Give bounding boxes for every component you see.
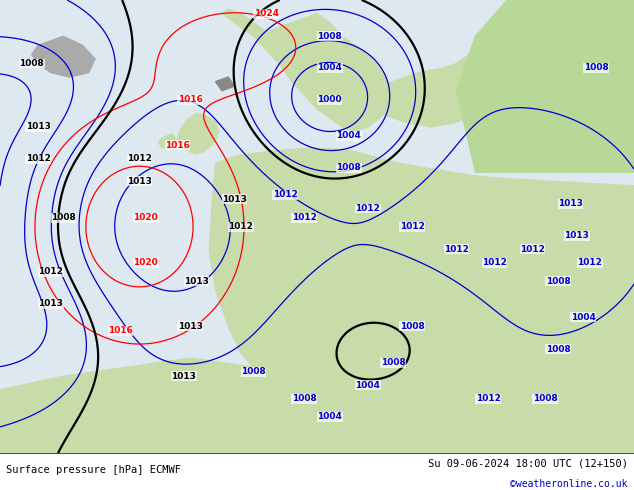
Text: ©weatheronline.co.uk: ©weatheronline.co.uk <box>510 480 628 490</box>
Text: 1008: 1008 <box>19 59 44 68</box>
Text: 1008: 1008 <box>336 163 361 172</box>
Polygon shape <box>222 9 393 131</box>
Text: 1012: 1012 <box>127 154 152 163</box>
Polygon shape <box>158 134 176 148</box>
Text: 1012: 1012 <box>228 222 254 231</box>
Text: 1008: 1008 <box>545 276 571 286</box>
Text: 1012: 1012 <box>399 222 425 231</box>
Text: 1012: 1012 <box>520 245 545 254</box>
Text: 1004: 1004 <box>355 381 380 390</box>
Text: 1008: 1008 <box>545 344 571 353</box>
Text: 1004: 1004 <box>317 413 342 421</box>
Text: 1012: 1012 <box>292 213 317 222</box>
Text: 1008: 1008 <box>583 64 609 73</box>
Polygon shape <box>216 77 235 91</box>
Text: 1004: 1004 <box>336 131 361 141</box>
Text: 1013: 1013 <box>171 372 197 381</box>
Text: 1020: 1020 <box>133 258 158 268</box>
Text: 1008: 1008 <box>317 32 342 41</box>
Text: 1013: 1013 <box>184 276 209 286</box>
Polygon shape <box>368 23 507 127</box>
Text: 1008: 1008 <box>533 394 558 403</box>
Text: 1008: 1008 <box>51 213 76 222</box>
Text: 1013: 1013 <box>222 195 247 204</box>
Polygon shape <box>178 113 219 154</box>
Polygon shape <box>32 36 95 77</box>
Text: 1012: 1012 <box>38 268 63 276</box>
Text: Surface pressure [hPa] ECMWF: Surface pressure [hPa] ECMWF <box>6 465 181 475</box>
Polygon shape <box>209 148 634 453</box>
Text: 1013: 1013 <box>127 177 152 186</box>
Text: 1020: 1020 <box>133 213 158 222</box>
Text: 1012: 1012 <box>355 204 380 213</box>
Polygon shape <box>0 358 634 453</box>
Text: 1004: 1004 <box>317 64 342 73</box>
Text: 1008: 1008 <box>380 358 406 367</box>
Text: 1013: 1013 <box>178 322 203 331</box>
Text: 1012: 1012 <box>273 191 298 199</box>
Text: 1012: 1012 <box>476 394 501 403</box>
Text: 1013: 1013 <box>558 199 583 208</box>
Text: 1008: 1008 <box>292 394 317 403</box>
Text: 1012: 1012 <box>25 154 51 163</box>
Text: 1012: 1012 <box>444 245 469 254</box>
Text: 1024: 1024 <box>254 9 279 18</box>
Text: 1013: 1013 <box>25 122 51 131</box>
Text: 1000: 1000 <box>318 95 342 104</box>
Text: 1013: 1013 <box>564 231 590 240</box>
Text: 1016: 1016 <box>108 326 133 335</box>
Text: 1016: 1016 <box>178 95 203 104</box>
Text: 1008: 1008 <box>241 367 266 376</box>
Polygon shape <box>456 0 634 172</box>
Text: 1012: 1012 <box>482 258 507 268</box>
Text: 1004: 1004 <box>571 313 596 322</box>
Text: 1008: 1008 <box>399 322 425 331</box>
Text: 1012: 1012 <box>577 258 602 268</box>
Text: 1013: 1013 <box>38 299 63 308</box>
Text: Su 09-06-2024 18:00 UTC (12+150): Su 09-06-2024 18:00 UTC (12+150) <box>428 459 628 468</box>
Text: 1016: 1016 <box>165 141 190 149</box>
